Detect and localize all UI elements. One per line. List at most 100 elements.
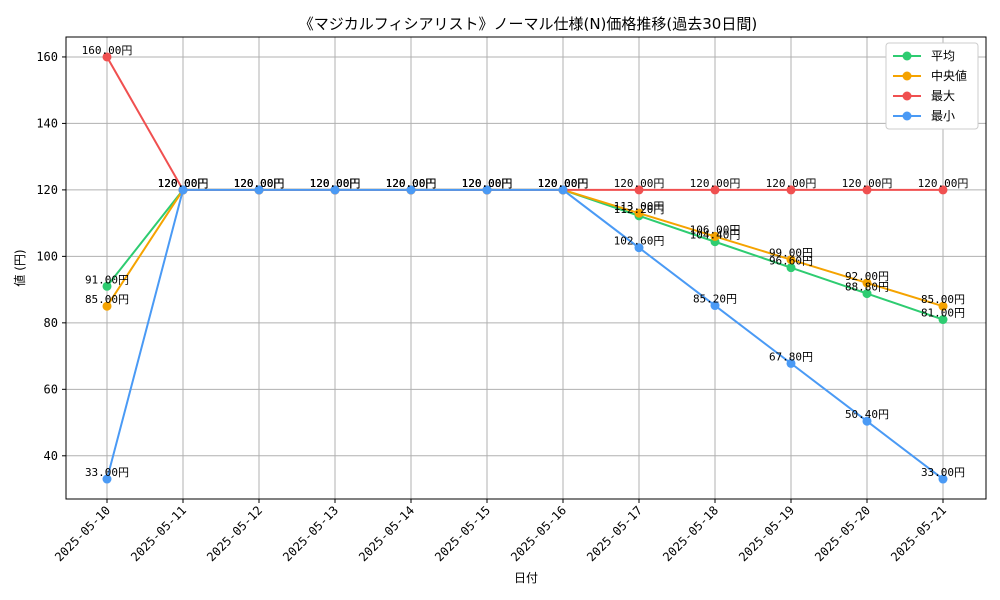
- data-point: [938, 301, 948, 311]
- legend-label: 最小: [931, 109, 955, 123]
- legend-label: 中央値: [931, 68, 967, 83]
- data-point: [102, 52, 112, 62]
- data-label: 120.00円: [538, 177, 589, 190]
- chart-title: 《マジカルフィシアリスト》ノーマル仕様(N)価格推移(過去30日間): [299, 15, 757, 33]
- data-label: 102.60円: [614, 235, 665, 248]
- y-tick-label: 120: [36, 183, 58, 197]
- data-label: 96.60円: [769, 255, 813, 268]
- data-label: 81.00円: [921, 307, 965, 320]
- legend-marker: [902, 111, 912, 121]
- data-label: 120.00円: [614, 177, 665, 190]
- data-point: [938, 315, 948, 325]
- data-point: [786, 358, 796, 368]
- data-label: 120.00円: [158, 177, 209, 190]
- data-label: 91.00円: [85, 273, 129, 286]
- data-label: 120.00円: [462, 177, 513, 190]
- data-label: 120.00円: [234, 177, 285, 190]
- data-point: [406, 185, 416, 195]
- data-label: 106.00円: [690, 223, 741, 236]
- series-3: [102, 185, 948, 484]
- data-label: 50.40円: [845, 408, 889, 421]
- data-label: 99.00円: [769, 247, 813, 260]
- data-label: 120.00円: [310, 177, 361, 190]
- y-axis: 40 60 80 100 120 140 160: [36, 50, 66, 463]
- data-label: 88.80円: [845, 281, 889, 294]
- data-point: [710, 185, 720, 195]
- data-point: [634, 185, 644, 195]
- data-label: 120.00円: [310, 177, 361, 190]
- data-point: [558, 185, 568, 195]
- data-label: 160.00円: [82, 44, 133, 57]
- data-label: 120.00円: [538, 177, 589, 190]
- data-label: 120.00円: [538, 177, 589, 190]
- data-label: 120.00円: [386, 177, 437, 190]
- data-point: [254, 185, 264, 195]
- data-point: [786, 263, 796, 273]
- data-label: 112.20円: [614, 203, 665, 216]
- x-axis-title: 日付: [514, 571, 538, 585]
- data-point: [102, 474, 112, 484]
- data-label: 120.00円: [386, 177, 437, 190]
- data-label: 120.00円: [234, 177, 285, 190]
- data-label: 92.00円: [845, 270, 889, 283]
- data-point: [862, 185, 872, 195]
- data-label: 120.00円: [234, 177, 285, 190]
- data-point: [786, 255, 796, 265]
- data-label: 120.00円: [158, 177, 209, 190]
- data-point: [938, 474, 948, 484]
- data-point: [938, 185, 948, 195]
- legend-label: 最大: [931, 89, 955, 103]
- data-point: [102, 301, 112, 311]
- data-label: 120.00円: [918, 177, 969, 190]
- data-label: 104.40円: [690, 229, 741, 242]
- data-label: 120.00円: [462, 177, 513, 190]
- data-label: 120.00円: [234, 177, 285, 190]
- data-point: [482, 185, 492, 195]
- data-label: 120.00円: [690, 177, 741, 190]
- legend-label: 平均: [931, 49, 955, 63]
- data-label: 120.00円: [310, 177, 361, 190]
- data-label: 120.00円: [538, 177, 589, 190]
- data-label: 120.00円: [462, 177, 513, 190]
- series-line: [106, 188, 944, 480]
- data-point: [178, 185, 188, 195]
- y-tick-label: 160: [36, 50, 58, 64]
- data-point: [710, 301, 720, 311]
- legend-marker: [902, 51, 912, 61]
- y-tick-label: 140: [36, 116, 58, 130]
- data-point: [634, 243, 644, 253]
- legend-marker: [902, 71, 912, 81]
- data-label: 120.00円: [386, 177, 437, 190]
- series-group: [102, 52, 948, 484]
- y-tick-label: 40: [44, 449, 58, 463]
- data-point: [786, 185, 796, 195]
- y-tick-label: 80: [44, 316, 58, 330]
- data-label: 33.00円: [85, 466, 129, 479]
- y-tick-label: 100: [36, 249, 58, 263]
- legend-box: [885, 42, 979, 130]
- data-labels: 91.00円 120.00円 120.00円 120.00円 120.00円 120.00…: [82, 44, 969, 479]
- data-label: 120.00円: [158, 177, 209, 190]
- data-point: [862, 416, 872, 426]
- data-label: 120.00円: [386, 177, 437, 190]
- data-label: 113.00円: [614, 200, 665, 213]
- legend-marker: [902, 91, 912, 101]
- data-label: 85.20円: [693, 293, 737, 306]
- data-label: 120.00円: [158, 177, 209, 190]
- plot-area: [65, 36, 987, 500]
- data-label: 85.00円: [85, 293, 129, 306]
- data-label: 67.80円: [769, 350, 813, 363]
- data-label: 120.00円: [462, 177, 513, 190]
- data-point: [862, 278, 872, 288]
- data-label: 120.00円: [310, 177, 361, 190]
- data-label: 120.00円: [842, 177, 893, 190]
- data-point: [862, 289, 872, 299]
- y-axis-title: 値 (円): [12, 249, 27, 286]
- data-point: [330, 185, 340, 195]
- data-point: [634, 208, 644, 218]
- data-point: [710, 231, 720, 241]
- data-label: 33.00円: [921, 466, 965, 479]
- data-label: 85.00円: [921, 293, 965, 306]
